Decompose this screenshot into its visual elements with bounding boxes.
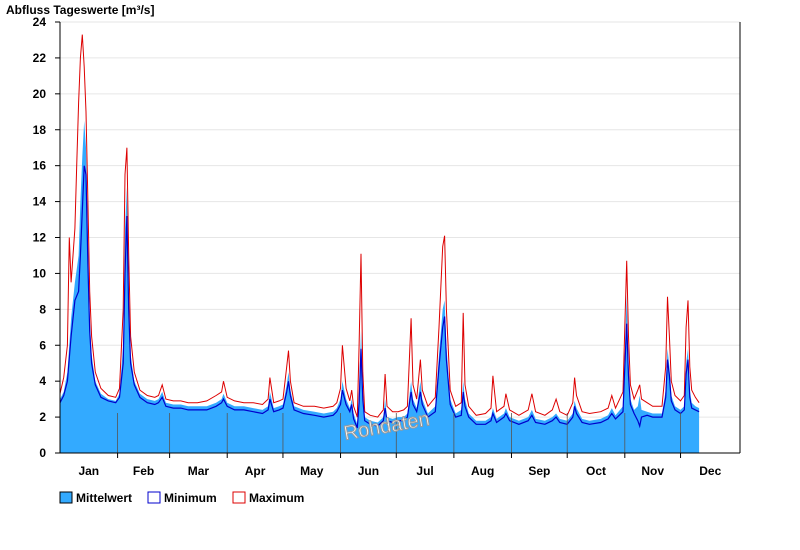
month-separators [117,413,681,453]
series-minimum-line [59,165,700,429]
x-tick-label-jul: Jul [416,464,433,478]
y-tick-label-18: 18 [33,123,47,137]
legend: Mittelwert Minimum Maximum [59,491,304,505]
y-tick-label-20: 20 [33,87,47,101]
legend-label-mittelwert: Mittelwert [76,491,132,505]
x-tick-label-jan: Jan [78,464,99,478]
y-tick-label-10: 10 [33,266,47,280]
y-tick-label-16: 16 [33,159,47,173]
legend-item-maximum[interactable]: Maximum [232,491,304,505]
y-tick-label-24: 24 [33,15,47,29]
axes [55,21,741,458]
x-tick-label-jun: Jun [358,464,379,478]
x-tick-label-dec: Dec [699,464,721,478]
legend-swatch-maximum [232,491,246,504]
x-tick-label-nov: Nov [641,464,664,478]
x-tick-label-mar: Mar [188,464,210,478]
y-tick-label-14: 14 [33,195,47,209]
y-tick-label-6: 6 [39,338,46,352]
legend-label-maximum: Maximum [249,491,304,505]
y-tick-label-4: 4 [39,374,46,388]
y-tick-label-2: 2 [39,410,46,424]
x-axis-ticks: Jan Feb Mar Apr May Jun Jul Aug Sep Oct Nov Dec [78,464,721,478]
y-tick-label-22: 22 [33,51,47,65]
legend-label-minimum: Minimum [164,491,217,505]
y-tick-label-0: 0 [39,446,46,460]
series-maximum-line [59,34,700,418]
legend-swatch-minimum [147,491,161,504]
legend-swatch-mittelwert [59,491,73,504]
chart-title: Abfluss Tageswerte [m³/s] [6,3,154,17]
y-tick-label-12: 12 [33,231,47,245]
x-tick-label-may: May [300,464,324,478]
series-mittelwert-area [60,120,700,454]
x-tick-label-oct: Oct [586,464,606,478]
series-layer [59,34,700,454]
x-tick-label-apr: Apr [245,464,266,478]
legend-item-mittelwert[interactable]: Mittelwert [59,491,132,505]
y-tick-label-8: 8 [39,302,46,316]
x-tick-label-feb: Feb [133,464,154,478]
legend-item-minimum[interactable]: Minimum [147,491,217,505]
x-tick-label-sep: Sep [528,464,550,478]
gridlines [60,21,740,418]
x-tick-label-aug: Aug [471,464,494,478]
